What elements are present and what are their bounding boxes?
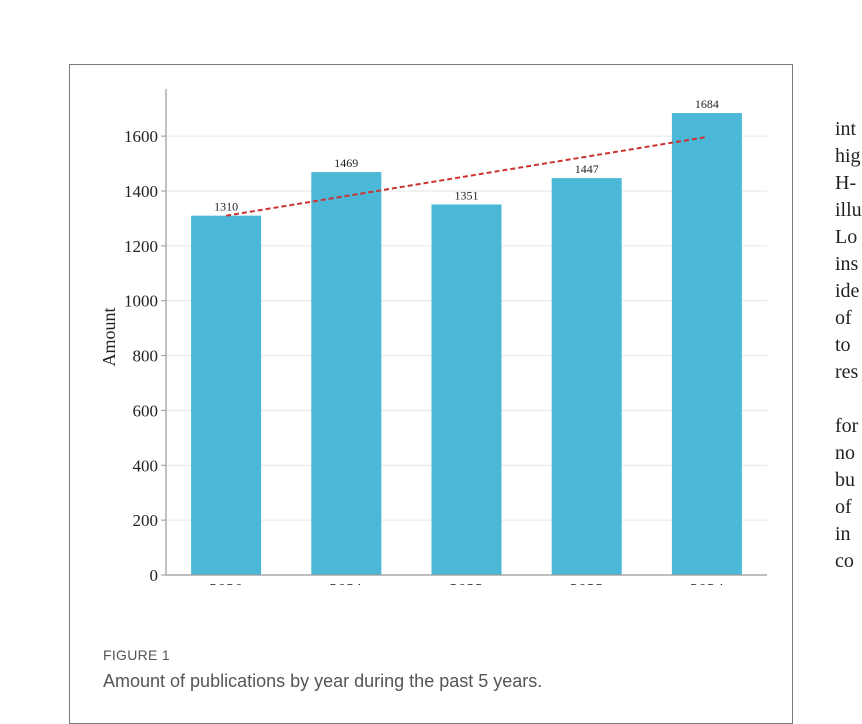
data-label: 1351 (455, 188, 479, 202)
y-tick-label: 200 (133, 511, 159, 530)
body-text-line: illu (835, 199, 862, 221)
figure-caption: Amount of publications by year during th… (103, 671, 543, 691)
bar-2024 (671, 113, 742, 576)
body-text-line: res (835, 361, 859, 383)
body-text-line: Lo (835, 226, 858, 248)
bar-2023 (551, 178, 622, 575)
bar-2021 (311, 172, 382, 575)
bar-chart: 0 200 400 600 800 1000 1200 1400 1600 1310 2020 146… (99, 89, 767, 585)
y-tick-label: 0 (150, 566, 159, 585)
body-text-line: co (835, 550, 854, 572)
x-tick-label: 2020 (209, 580, 243, 585)
data-label: 1310 (214, 200, 238, 214)
body-text-line: of (835, 307, 852, 329)
body-text-line: H- (835, 172, 857, 194)
x-tick-label: 2024 (690, 580, 725, 585)
body-text-line: bu (835, 469, 855, 491)
y-axis-title: Amount (99, 307, 119, 366)
body-text-line (835, 386, 862, 413)
body-text-line: no (835, 442, 855, 464)
data-label: 1684 (695, 97, 719, 111)
body-text-column: int hig H-illu Lo ins ide of to res for no bu of in c… (835, 116, 862, 575)
body-text-line: hig (835, 145, 861, 167)
data-label: 1447 (575, 162, 599, 176)
y-tick-label: 1400 (124, 182, 158, 201)
body-text-line: to (835, 334, 851, 356)
figure-panel: 0 200 400 600 800 1000 1200 1400 1600 1310 2020 146… (69, 64, 793, 724)
figure-label: FIGURE 1 (103, 647, 170, 663)
x-tick-label: 2023 (570, 580, 604, 585)
body-text-line: ins (835, 253, 859, 275)
body-text-line: ide (835, 280, 860, 302)
trend-line (225, 135, 708, 217)
x-tick-label: 2021 (329, 580, 363, 585)
bar-2022 (431, 204, 502, 575)
body-text-line: for (835, 415, 859, 437)
y-tick-label: 1600 (124, 127, 158, 146)
y-tick-label: 1000 (124, 292, 158, 311)
x-tick-label: 2022 (450, 580, 484, 585)
y-tick-label: 400 (133, 456, 159, 475)
body-text-line: of (835, 496, 852, 518)
body-text-line: in (835, 523, 851, 545)
data-label: 1469 (334, 156, 358, 170)
y-tick-label: 1200 (124, 237, 158, 256)
bar-2020 (191, 215, 262, 575)
body-text-line: int (835, 118, 857, 140)
y-tick-label: 800 (133, 347, 159, 366)
y-tick-label: 600 (133, 401, 159, 420)
